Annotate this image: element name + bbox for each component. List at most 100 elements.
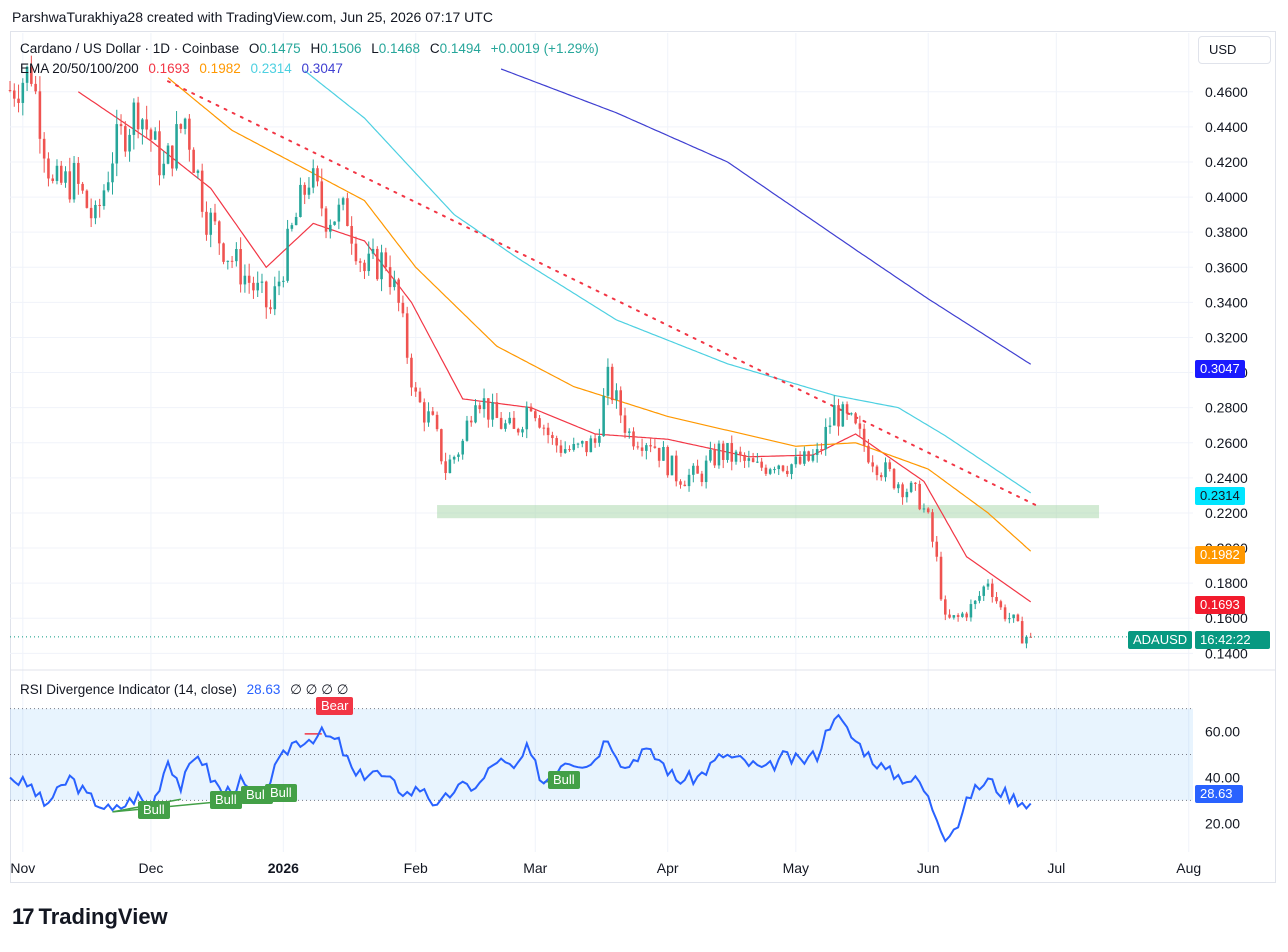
- candle-body: [965, 613, 968, 618]
- candle-body: [491, 402, 494, 420]
- rsi-tick-label: 40.00: [1205, 769, 1240, 785]
- candle-body: [803, 451, 806, 464]
- candle-body: [405, 313, 409, 358]
- ohlc-close-label: C: [429, 41, 440, 56]
- candle-body: [747, 458, 751, 461]
- ema50-value: 0.1982: [199, 61, 241, 76]
- candle-body: [175, 124, 178, 169]
- price-tick-label: 0.3200: [1205, 329, 1248, 345]
- candle-body: [653, 446, 657, 448]
- ohlc-high: 0.1506: [320, 41, 362, 56]
- candle-body: [935, 541, 939, 557]
- time-tick-label: May: [783, 860, 809, 876]
- price-tick-label: 0.3600: [1205, 259, 1248, 275]
- candle-body: [303, 184, 306, 195]
- ema20-price-tag: 0.1693: [1195, 596, 1245, 614]
- candle-body: [538, 418, 541, 428]
- candle-body: [192, 149, 195, 173]
- ema200-price-tag: 0.3047: [1195, 360, 1245, 378]
- candle-body: [760, 461, 763, 468]
- ema100-value: 0.2314: [250, 61, 292, 76]
- rsi-band: [10, 708, 1193, 801]
- candle-body: [320, 181, 324, 209]
- candle-body: [978, 595, 981, 601]
- candle-body: [610, 366, 614, 401]
- candle-body: [969, 604, 973, 618]
- candle-body: [986, 583, 990, 587]
- candle-body: [1008, 618, 1011, 620]
- ema-line-ema20: [77, 91, 1032, 603]
- candle-body: [926, 508, 930, 513]
- candle-body: [551, 435, 554, 439]
- ohlc-high-label: H: [310, 41, 321, 56]
- candle-body: [743, 454, 746, 461]
- candle-body: [790, 464, 793, 475]
- candle-body: [897, 484, 900, 489]
- candle-body: [858, 423, 862, 429]
- currency-selector[interactable]: USD: [1198, 36, 1271, 64]
- candle-body: [1012, 614, 1015, 619]
- ohlc-change: +0.0019 (+1.29%): [490, 41, 599, 56]
- candle-body: [243, 275, 247, 285]
- rsi-label[interactable]: RSI Divergence Indicator (14, close): [20, 682, 237, 697]
- candle-body: [555, 438, 558, 446]
- bull-divergence-label: Bull: [548, 771, 580, 789]
- price-tick-label: 0.4200: [1205, 154, 1248, 170]
- candle-body: [380, 252, 383, 280]
- candle-body: [341, 198, 345, 205]
- ema20-value: 0.1693: [148, 61, 190, 76]
- ema200-value: 0.3047: [301, 61, 343, 76]
- rsi-last-tag: 28.63: [1195, 785, 1243, 803]
- chart-attribution: ParshwaTurakhiya28 created with TradingV…: [12, 9, 493, 25]
- candle-body: [999, 601, 1003, 608]
- bull-divergence-label: Bull: [241, 786, 273, 804]
- bull-divergence-label: Bull: [265, 784, 297, 802]
- ema-label[interactable]: EMA 20/50/100/200: [20, 61, 139, 76]
- candle-body: [657, 447, 661, 461]
- candle-body: [132, 102, 136, 135]
- candle-body: [277, 281, 281, 287]
- candle-body: [448, 459, 452, 474]
- candle-body: [773, 469, 776, 471]
- candle-body: [914, 482, 917, 484]
- candle-body: [256, 282, 259, 291]
- rsi-tick-label: 20.00: [1205, 815, 1240, 831]
- candle-body: [414, 387, 418, 392]
- rsi-panel: [10, 708, 1193, 801]
- price-tick-label: 0.1400: [1205, 645, 1248, 661]
- candle-body: [973, 600, 977, 605]
- candle-body: [482, 398, 486, 410]
- candle-body: [1003, 607, 1007, 620]
- symbol-title[interactable]: Cardano / US Dollar · 1D · Coinbase: [20, 41, 240, 56]
- candle-body: [337, 204, 341, 222]
- candle-body: [230, 260, 234, 262]
- candle-body: [717, 443, 721, 466]
- candle-body: [640, 447, 644, 451]
- candle-body: [636, 446, 640, 448]
- candle-body: [457, 454, 460, 457]
- candle-body: [469, 420, 473, 423]
- candle-body: [909, 482, 913, 492]
- ohlc-low: 0.1468: [378, 41, 421, 56]
- ohlc-low-label: L: [371, 41, 379, 56]
- candle-body: [512, 417, 516, 429]
- candle-body: [431, 411, 435, 415]
- tradingview-logo[interactable]: 17 TradingView: [12, 904, 168, 930]
- descending-trendline: [167, 80, 1041, 508]
- candle-body: [346, 198, 349, 226]
- candle-body: [739, 451, 742, 455]
- candle-body: [209, 212, 213, 235]
- ema50-price-tag: 0.1982: [1195, 546, 1245, 564]
- candle-body: [47, 158, 50, 179]
- candle-body: [465, 420, 469, 441]
- candle-body: [119, 124, 123, 127]
- candle-body: [623, 415, 627, 433]
- candle-body: [674, 455, 678, 482]
- candle-body: [815, 449, 819, 455]
- candle-body: [77, 162, 80, 184]
- candle-body: [17, 98, 20, 103]
- candle-body: [807, 451, 810, 461]
- candle-body: [12, 90, 16, 99]
- candle-body: [615, 390, 618, 401]
